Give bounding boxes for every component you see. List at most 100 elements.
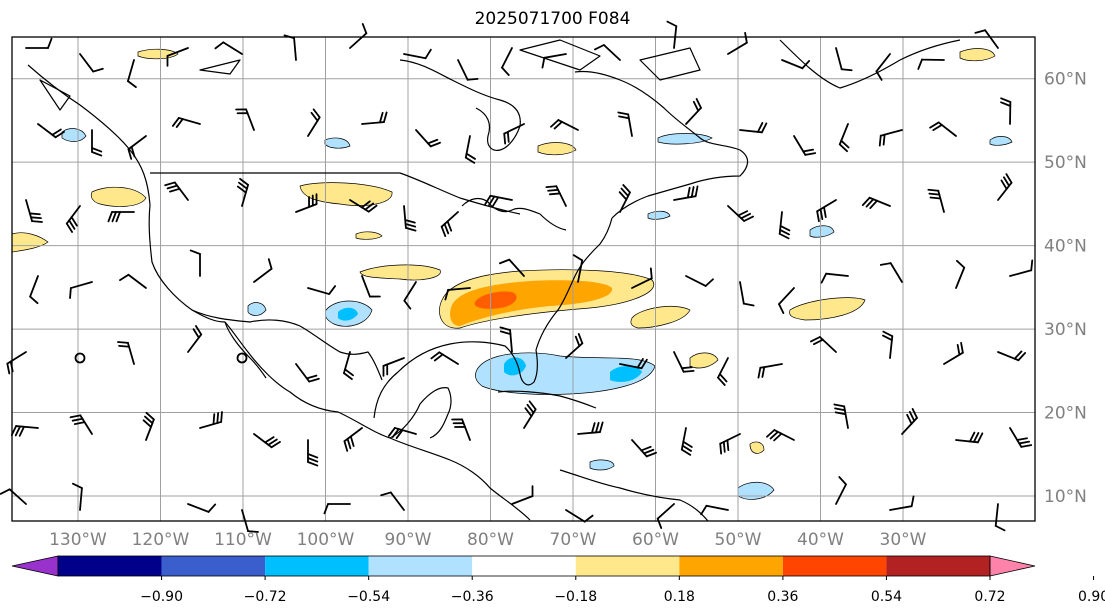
- longitude-label: 80°W: [467, 530, 514, 550]
- colorbar-extend-high: [989, 555, 1036, 577]
- wind-barb: [403, 281, 417, 310]
- wind-barb: [323, 503, 351, 515]
- wind-barb: [835, 476, 847, 505]
- wind-barb: [1009, 259, 1034, 277]
- wind-barbs: [0, 20, 1034, 533]
- wind-barb: [25, 37, 53, 49]
- wind-barb: [117, 341, 135, 365]
- wind-barb: [550, 119, 579, 131]
- wind-barb: [415, 129, 441, 148]
- wind-barb: [793, 135, 817, 156]
- colorbar-segment: [679, 556, 783, 576]
- wind-barb: [820, 272, 849, 284]
- latitude-tick-labels: 10°N 20°N 30°N 40°N 50°N 60°N: [1044, 70, 1087, 507]
- colorbar-extend-low: [11, 555, 59, 577]
- wind-barb: [739, 281, 755, 307]
- greenland-coast: [779, 39, 961, 89]
- positive-anomaly-area: [537, 142, 577, 156]
- wind-barb: [656, 503, 675, 529]
- wind-barb: [457, 59, 479, 81]
- colorbar: −0.90 −0.72 −0.54 −0.36 −0.18 0.18 0.36 0.54 0.7…: [11, 555, 1105, 605]
- wind-barb: [69, 281, 93, 299]
- longitude-label: 90°W: [385, 530, 432, 550]
- latitude-label: 50°N: [1044, 153, 1087, 173]
- wind-barb: [994, 503, 1006, 532]
- wind-barb: [511, 485, 534, 505]
- longitude-label: 30°W: [880, 530, 927, 550]
- colorbar-segment: [58, 556, 162, 576]
- wind-barb: [1009, 427, 1033, 448]
- wind-barb: [127, 59, 137, 89]
- wind-barb: [343, 427, 363, 452]
- wind-barb: [361, 275, 381, 298]
- wind-barb: [778, 287, 795, 314]
- wind-barb: [499, 326, 513, 353]
- wind-barb: [451, 418, 471, 441]
- latitude-label: 40°N: [1044, 237, 1087, 257]
- wind-barb: [164, 181, 189, 201]
- negative-anomaly-area: [989, 136, 1013, 146]
- wind-barb: [349, 199, 378, 213]
- wind-barb: [927, 188, 945, 213]
- wind-barb: [307, 108, 321, 137]
- latitude-label: 10°N: [1044, 487, 1087, 507]
- wind-barb: [943, 341, 964, 365]
- colorbar-level-label: −0.36: [451, 589, 494, 605]
- wind-barb: [577, 421, 604, 435]
- calm-wind-marker: [236, 352, 248, 364]
- colorbar-level-label: −0.18: [554, 589, 597, 605]
- wind-barb: [79, 53, 104, 73]
- wind-barb: [253, 433, 281, 449]
- wind-barb: [187, 325, 203, 353]
- wind-barb: [91, 129, 103, 157]
- wind-barb: [69, 414, 93, 435]
- wind-barb: [343, 351, 354, 381]
- positive-anomaly-area: [959, 48, 996, 62]
- wind-barb: [403, 205, 417, 232]
- wind-barb: [199, 411, 223, 429]
- wind-barb: [1000, 97, 1012, 125]
- colorbar-level-label: 0.90: [1078, 589, 1105, 605]
- wind-barb: [541, 53, 567, 69]
- wind-barb: [545, 185, 567, 207]
- wind-barb: [901, 408, 918, 435]
- colorbar-level-label: −0.72: [244, 589, 287, 605]
- positive-anomaly-area: [299, 182, 393, 206]
- wind-barb: [861, 196, 891, 209]
- longitude-label: 40°W: [797, 530, 844, 550]
- wind-barb: [680, 427, 693, 456]
- colorbar-level-label: 0.36: [767, 589, 798, 605]
- wind-barb: [171, 117, 201, 128]
- wind-barb: [236, 177, 249, 207]
- wind-barb: [878, 129, 903, 147]
- colorbar-segment: [265, 556, 369, 576]
- positive-anomaly-area: [90, 186, 147, 207]
- positive-anomaly-area: [749, 441, 765, 454]
- wind-barb: [727, 31, 748, 55]
- wind-barb: [833, 403, 849, 429]
- wind-barb: [618, 184, 631, 213]
- yucatan-peninsula: [389, 387, 452, 439]
- wind-barb: [484, 194, 513, 207]
- wind-barb: [955, 259, 966, 289]
- wind-barb: [700, 504, 729, 516]
- canadian-arctic-islands: [39, 39, 701, 111]
- longitude-label: 50°W: [715, 530, 762, 550]
- wind-barb: [838, 123, 850, 153]
- wind-barb: [673, 185, 699, 201]
- negative-anomaly-area: [610, 366, 642, 382]
- negative-anomaly-area: [589, 459, 615, 471]
- colorbar-level-label: −0.90: [140, 589, 183, 605]
- wind-barb: [882, 330, 894, 359]
- wind-barb: [810, 336, 837, 353]
- wind-barb: [72, 482, 83, 511]
- longitude-label: 120°W: [132, 530, 190, 550]
- longitude-label: 70°W: [550, 530, 597, 550]
- positive-anomaly-area: [474, 291, 517, 309]
- colorbar-level-label: 0.72: [974, 589, 1005, 605]
- wind-barb: [889, 495, 915, 511]
- wind-barb: [879, 262, 903, 283]
- wind-barb: [65, 205, 81, 233]
- wind-barb: [307, 439, 319, 467]
